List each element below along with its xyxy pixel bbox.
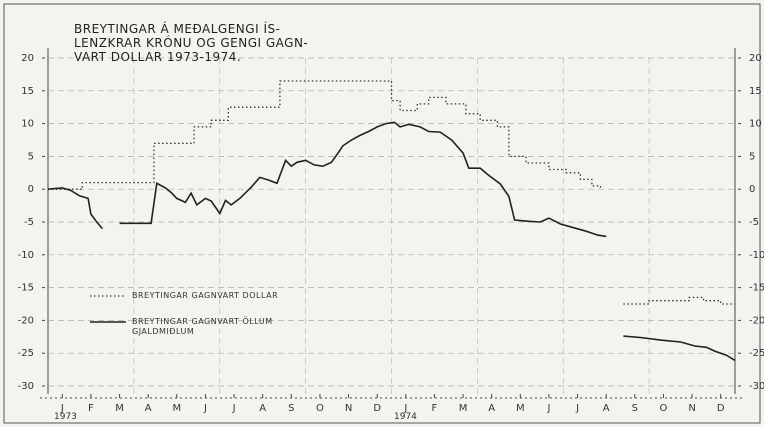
- y2-tick-label: 5: [749, 151, 755, 162]
- y-tick-label: 20: [21, 53, 34, 64]
- title-line: VART DOLLAR 1973-1974.: [74, 50, 242, 64]
- y2-tick-label: 0: [749, 184, 755, 195]
- x-tick-label: D: [717, 403, 725, 414]
- x-tick-label: J: [203, 403, 207, 414]
- y2-tick-label: -5: [749, 217, 759, 228]
- x-tick-label: A: [603, 403, 610, 414]
- year-label: 1973: [54, 412, 77, 422]
- x-tick-label: M: [115, 403, 124, 414]
- x-tick-label: N: [345, 403, 352, 414]
- y-tick-label: 15: [21, 86, 34, 97]
- y-tick-label: -10: [18, 250, 34, 261]
- x-tick-label: J: [60, 403, 64, 414]
- y-tick-label: 5: [28, 151, 34, 162]
- series-line: [48, 80, 735, 305]
- x-tick-label: F: [88, 403, 94, 414]
- series-line: [47, 121, 736, 362]
- y2-tick-label: 20: [749, 53, 762, 64]
- legend-label: BREYTINGAR GAGNVART DOLLAR: [132, 291, 279, 300]
- y-tick-label: -15: [18, 283, 34, 294]
- frame: [3, 3, 761, 424]
- x-tick-label: F: [432, 403, 438, 414]
- y2-tick-label: -30: [749, 381, 764, 392]
- chart-title: BREYTINGAR Á MEÐALGENGI ÍS- LENZKRAR KRÓ…: [74, 22, 308, 64]
- x-tick-label: M: [172, 403, 181, 414]
- y-tick-label: 10: [21, 119, 34, 130]
- x-tick-label: M: [516, 403, 525, 414]
- x-tick-label: J: [232, 403, 236, 414]
- y2-tick-label: -20: [749, 315, 764, 326]
- x-tick-label: N: [688, 403, 695, 414]
- x-tick-label: J: [575, 403, 579, 414]
- x-tick-label: A: [259, 403, 266, 414]
- y-tick-label: -20: [18, 315, 34, 326]
- y2-tick-label: -10: [749, 250, 764, 261]
- x-tick-label: O: [316, 403, 324, 414]
- y2-tick-label: 15: [749, 86, 762, 97]
- legend-label: BREYTINGAR GAGNVART ÖLLUM GJALDMIÐLUM: [132, 317, 273, 336]
- y-tick-label: -30: [18, 381, 34, 392]
- title-line: LENZKRAR KRÓNU OG GENGI GAGN-: [74, 36, 309, 50]
- x-tick-label: S: [632, 403, 638, 414]
- x-tick-label: J: [403, 403, 407, 414]
- year-label: 1974: [394, 412, 417, 422]
- y-tick-label: -5: [24, 217, 34, 228]
- y2-tick-label: -25: [749, 348, 764, 359]
- x-tick-label: A: [488, 403, 495, 414]
- x-tick-label: J: [546, 403, 550, 414]
- y2-tick-label: -15: [749, 283, 764, 294]
- x-tick-label: M: [459, 403, 468, 414]
- y-tick-label: 0: [28, 184, 34, 195]
- x-tick-label: O: [660, 403, 668, 414]
- x-tick-label: S: [288, 403, 294, 414]
- y-tick-label: -25: [18, 348, 34, 359]
- x-tick-label: D: [373, 403, 381, 414]
- title-line: BREYTINGAR Á MEÐALGENGI ÍS-: [74, 22, 281, 36]
- y2-tick-label: 10: [749, 119, 762, 130]
- x-tick-label: A: [145, 403, 152, 414]
